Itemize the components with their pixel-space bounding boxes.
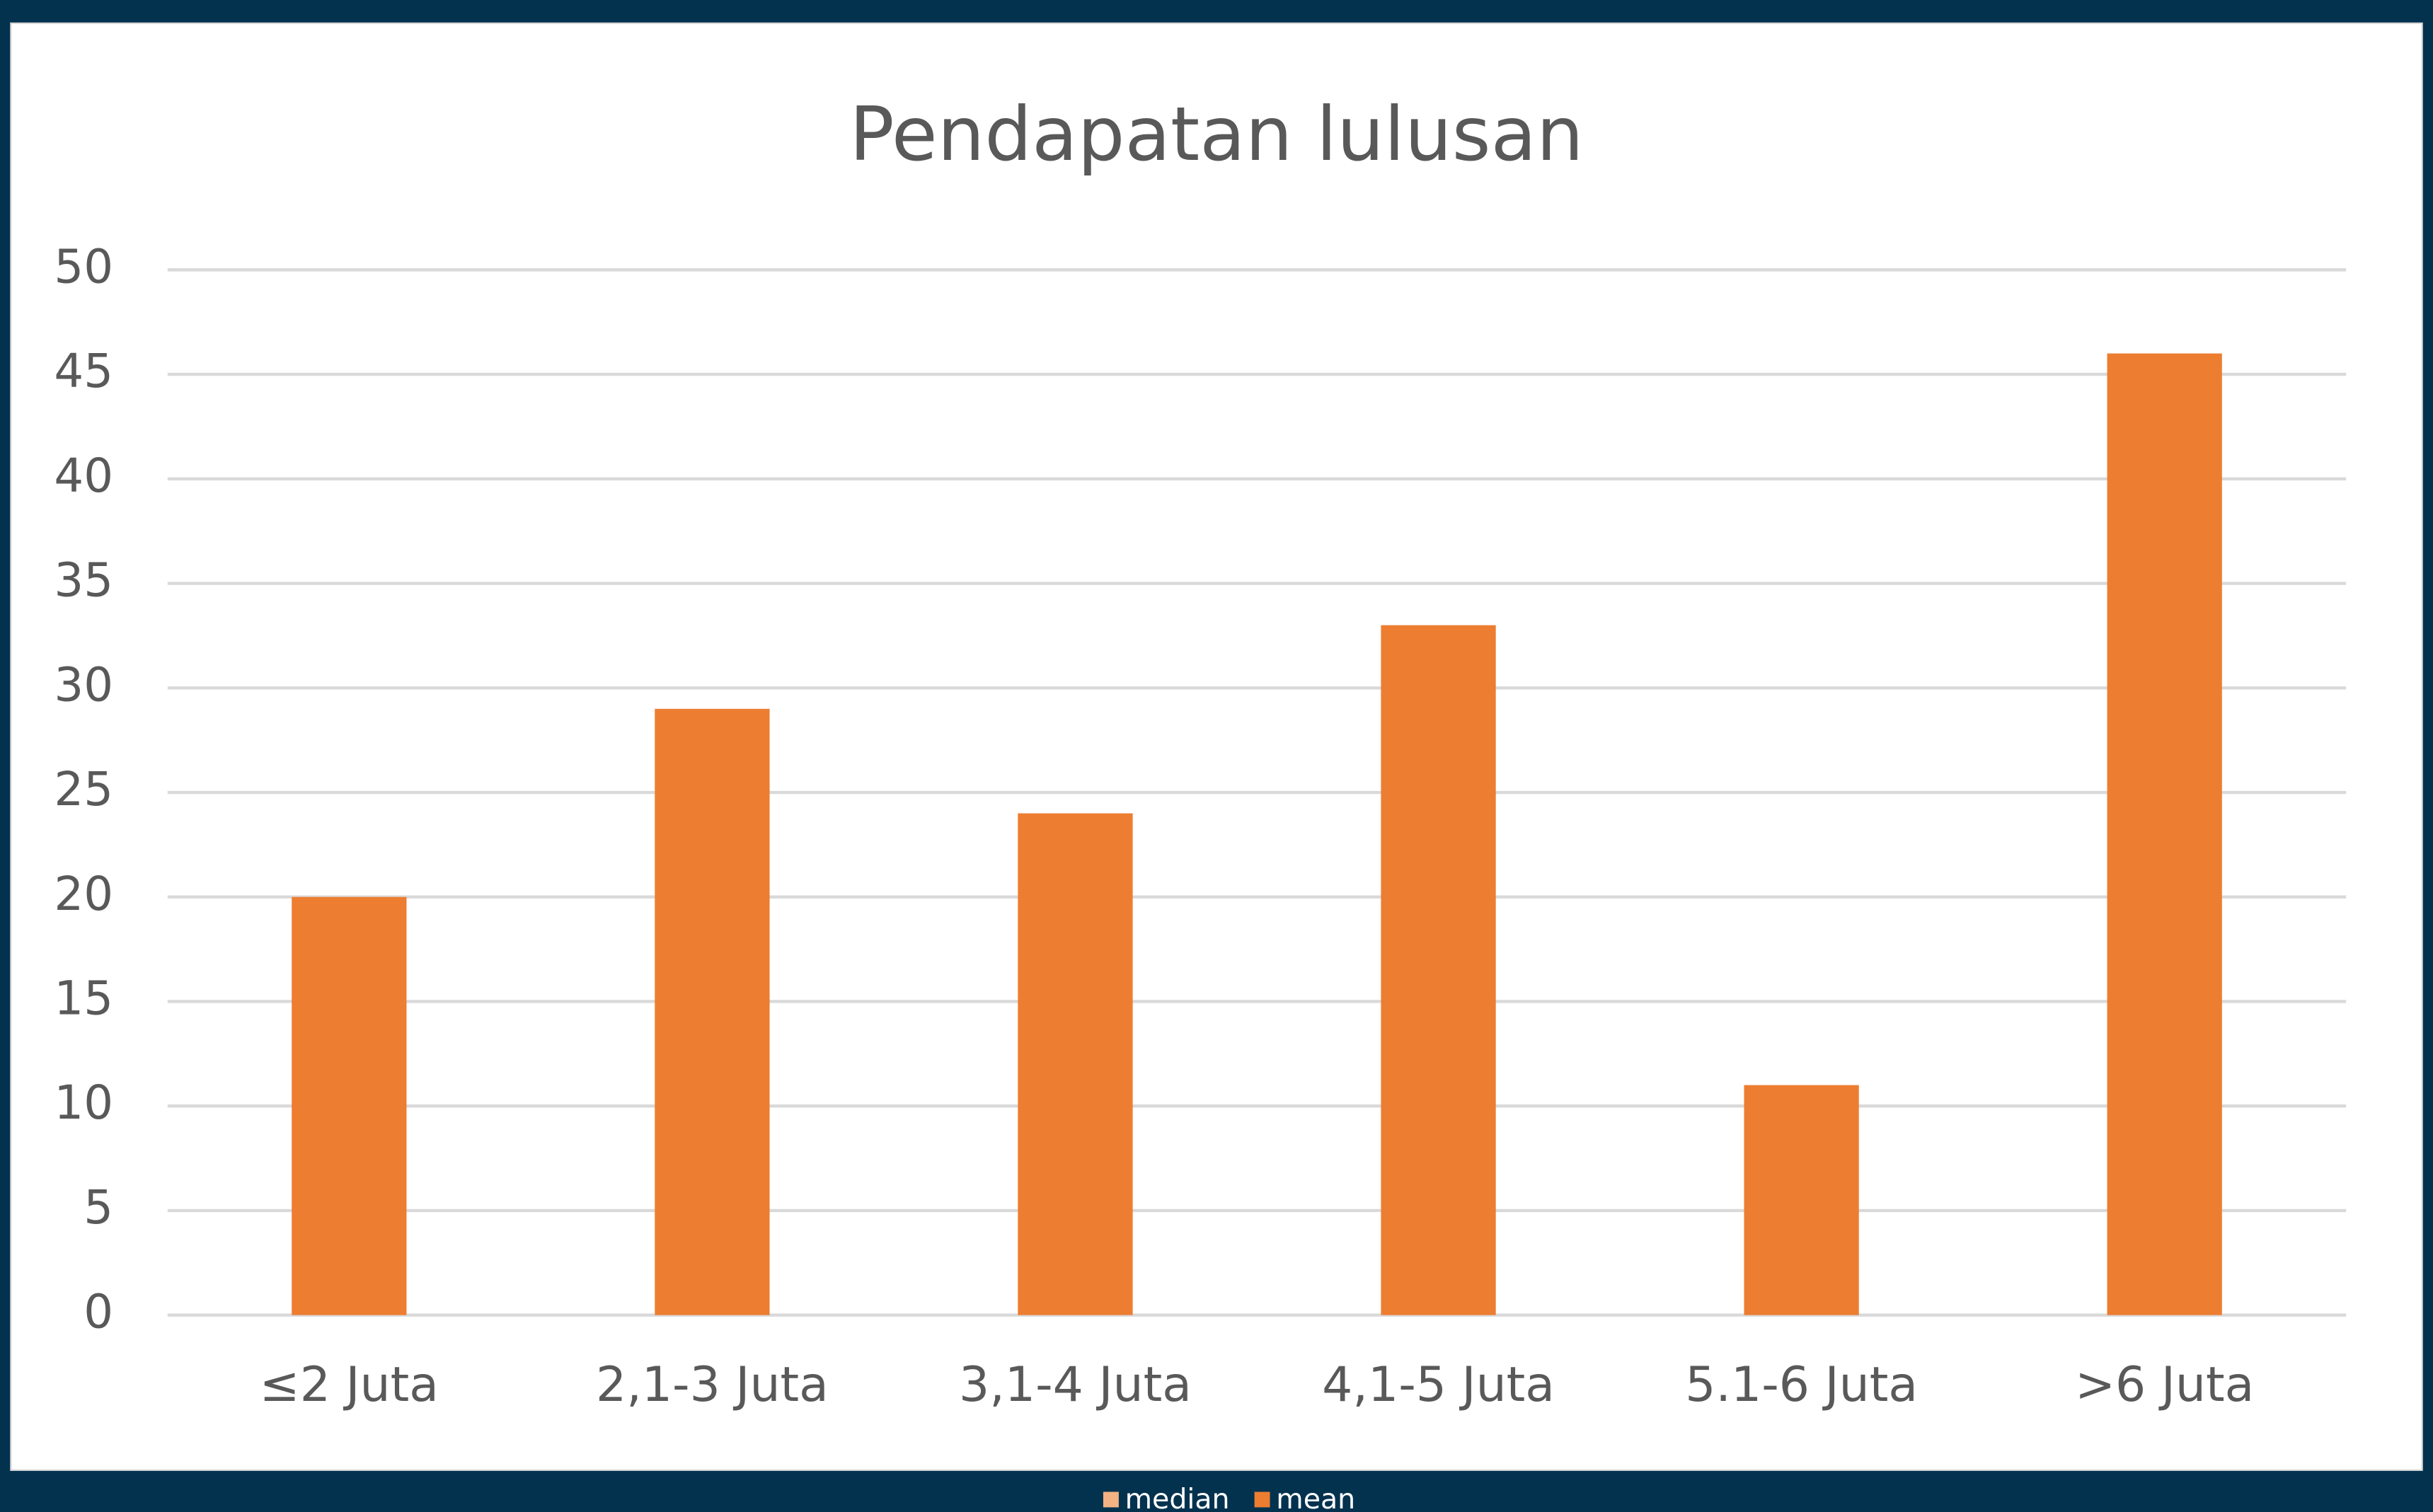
bar	[2107, 353, 2222, 1315]
bar	[292, 896, 407, 1315]
chart-area	[10, 22, 2423, 1471]
x-tick-label: 5.1-6 Juta	[1685, 1357, 1918, 1413]
chart-title: Pendapatan lulusan	[849, 91, 1584, 178]
y-tick-label: 50	[54, 239, 113, 294]
y-tick-label: 45	[54, 344, 113, 398]
y-tick-label: 10	[54, 1075, 113, 1130]
y-tick-label: 5	[84, 1180, 113, 1235]
y-tick-label: 40	[54, 449, 113, 503]
y-tick-label: 35	[54, 553, 113, 608]
legend-label: median	[1125, 1483, 1230, 1512]
x-tick-label: 2,1-3 Juta	[596, 1357, 829, 1413]
x-tick-label: 4,1-5 Juta	[1322, 1357, 1555, 1413]
x-tick-label: ≤2 Juta	[260, 1357, 439, 1413]
legend-swatch	[1103, 1491, 1119, 1508]
bar	[1018, 813, 1133, 1315]
bar	[1381, 625, 1496, 1315]
y-tick-label: 20	[54, 867, 113, 921]
x-tick-label: 3,1-4 Juta	[959, 1357, 1192, 1413]
legend-label: mean	[1276, 1483, 1355, 1512]
x-tick-label: >6 Juta	[2075, 1357, 2254, 1413]
bar	[1744, 1085, 1859, 1315]
y-tick-label: 0	[84, 1285, 113, 1339]
bar	[655, 708, 770, 1315]
y-tick-label: 15	[54, 971, 113, 1026]
legend-swatch	[1254, 1491, 1270, 1508]
y-tick-label: 25	[54, 762, 113, 816]
y-tick-label: 30	[54, 657, 113, 712]
